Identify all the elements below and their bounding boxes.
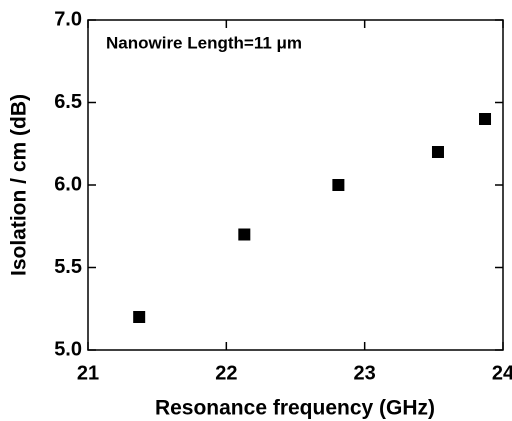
x-tick-label: 22 bbox=[215, 362, 237, 384]
y-tick-label: 5.5 bbox=[54, 256, 82, 278]
data-point bbox=[479, 113, 492, 125]
x-tick-label: 21 bbox=[77, 362, 99, 384]
y-tick-label: 5.0 bbox=[54, 338, 82, 360]
x-tick-label: 24 bbox=[492, 362, 512, 384]
data-point bbox=[238, 228, 251, 241]
annotation: Nanowire Length=11 μm bbox=[106, 33, 302, 52]
data-point bbox=[133, 311, 146, 323]
y-tick-label: 6.5 bbox=[54, 91, 82, 113]
y-tick-label: 7.0 bbox=[54, 8, 82, 30]
data-point bbox=[332, 179, 345, 191]
x-axis-title: Resonance frequency (GHz) bbox=[155, 397, 435, 420]
x-tick-label: 23 bbox=[354, 362, 376, 384]
data-point bbox=[431, 146, 444, 158]
y-tick-label: 6.0 bbox=[54, 173, 82, 195]
plot-frame bbox=[87, 19, 504, 351]
y-axis-title: Isolation / cm (dB) bbox=[8, 94, 31, 276]
